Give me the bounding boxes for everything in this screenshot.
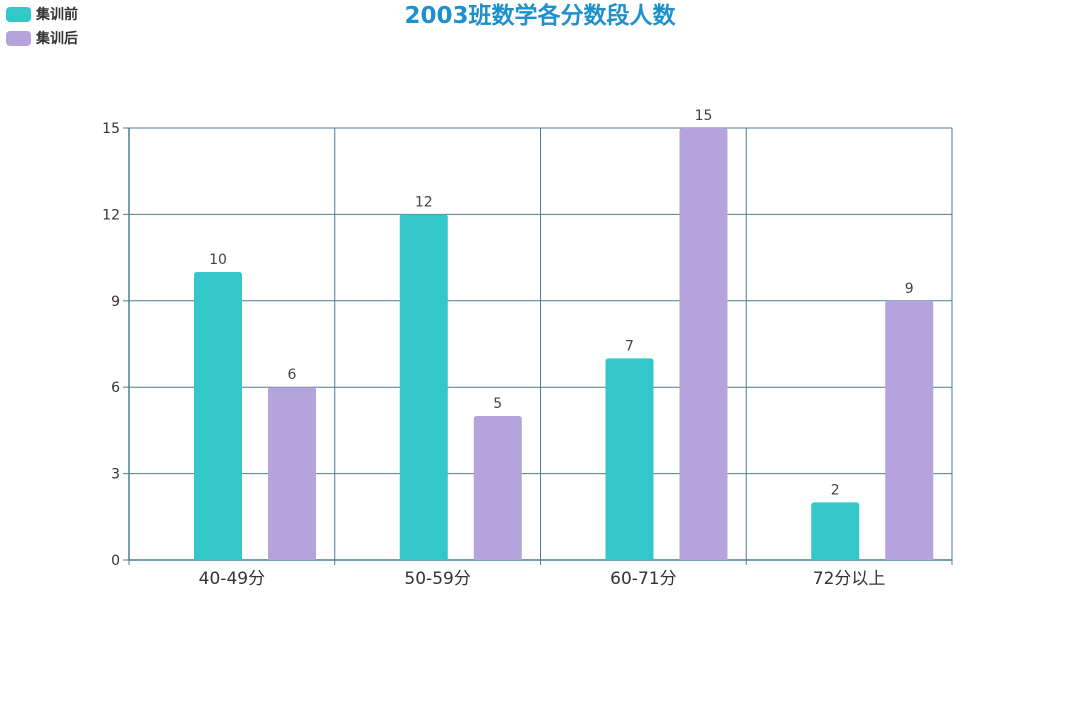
data-label-series0-2: 7 — [625, 338, 634, 354]
y-tick-label-1: 3 — [111, 467, 120, 483]
bar-series1-0 — [268, 387, 316, 560]
data-label-series1-3: 9 — [905, 281, 914, 297]
y-tick-label-5: 15 — [102, 121, 120, 137]
legend-label-after: 集训后 — [36, 31, 78, 47]
bar-series0-1 — [399, 214, 448, 560]
x-tick-label-3: 72分以上 — [813, 569, 886, 589]
bar-series0-2 — [605, 358, 654, 560]
bar-series1-3 — [885, 300, 934, 560]
y-tick-label-0: 0 — [111, 553, 120, 569]
x-tick-label-0: 40-49分 — [199, 569, 265, 589]
y-tick-label-2: 6 — [111, 380, 120, 396]
data-label-series0-1: 12 — [415, 194, 433, 210]
legend-item-before[interactable]: 集训前 — [6, 2, 78, 26]
data-label-series1-2: 15 — [695, 108, 713, 124]
chart-title: 2003班数学各分数段人数 — [404, 3, 676, 29]
y-tick-label-4: 12 — [102, 207, 120, 223]
data-label-series1-1: 5 — [493, 396, 502, 412]
legend-swatch-before — [6, 6, 31, 22]
y-tick-label-3: 9 — [111, 294, 120, 310]
legend-item-after[interactable]: 集训后 — [6, 26, 78, 50]
data-label-series1-0: 6 — [288, 367, 297, 383]
bar-series1-1 — [473, 416, 522, 560]
bar-series0-3 — [811, 502, 860, 560]
data-label-series0-3: 2 — [831, 482, 840, 498]
data-label-series0-0: 10 — [209, 252, 227, 268]
legend-label-before: 集训前 — [36, 7, 78, 23]
legend: 集训前 集训后 — [6, 2, 78, 50]
bar-series0-0 — [194, 272, 242, 560]
legend-swatch-after — [6, 30, 31, 46]
bar-series1-2 — [679, 128, 728, 560]
x-tick-label-2: 60-71分 — [610, 569, 676, 589]
x-tick-label-1: 50-59分 — [404, 569, 470, 589]
